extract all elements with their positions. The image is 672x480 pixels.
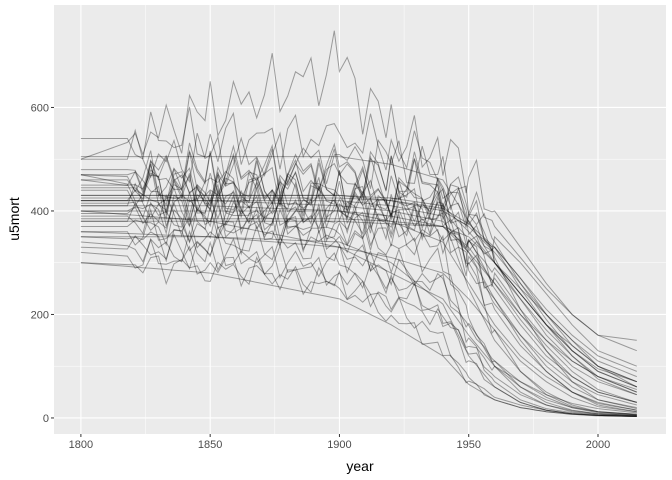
series-line bbox=[80, 128, 637, 388]
series-line bbox=[80, 194, 637, 383]
series-line bbox=[80, 207, 637, 417]
y-tick-label: 400 bbox=[31, 206, 49, 218]
series-line bbox=[80, 232, 637, 417]
series-line bbox=[80, 180, 637, 406]
series-line bbox=[80, 202, 637, 390]
series-line bbox=[80, 236, 637, 417]
series-line bbox=[80, 30, 637, 383]
y-tick-label: 0 bbox=[43, 413, 49, 425]
series-line bbox=[80, 229, 637, 416]
series-line bbox=[80, 186, 637, 403]
series-line bbox=[80, 218, 637, 403]
series-line bbox=[80, 142, 637, 341]
series-line bbox=[80, 210, 637, 393]
series-line bbox=[80, 197, 637, 383]
series-line bbox=[80, 157, 637, 367]
series-line bbox=[80, 179, 637, 396]
y-axis-ticks: 0 200 400 600 bbox=[31, 102, 54, 425]
series-line bbox=[80, 164, 637, 417]
x-axis-title: year bbox=[346, 458, 374, 474]
series-line bbox=[80, 224, 637, 416]
series-line bbox=[80, 160, 637, 415]
x-tick-label: 2000 bbox=[586, 439, 610, 451]
series-line bbox=[80, 231, 637, 413]
plot-panel bbox=[54, 5, 666, 434]
series-line bbox=[80, 255, 637, 414]
x-tick-label: 1950 bbox=[456, 439, 480, 451]
series-line bbox=[80, 192, 637, 409]
major-gridlines bbox=[54, 5, 666, 434]
x-tick-label: 1900 bbox=[327, 439, 351, 451]
series-line bbox=[80, 200, 637, 416]
series-line bbox=[80, 151, 637, 396]
series-line bbox=[80, 194, 638, 388]
series-line bbox=[80, 189, 637, 388]
series-line bbox=[80, 156, 637, 393]
x-axis-ticks: 1800 1850 1900 1950 2000 bbox=[69, 434, 610, 451]
y-axis-title: u5mort bbox=[6, 197, 22, 241]
series-line bbox=[80, 148, 637, 410]
y-tick-label: 200 bbox=[31, 309, 49, 321]
series-line bbox=[80, 238, 637, 417]
series-line bbox=[80, 197, 637, 417]
y-tick-label: 600 bbox=[31, 102, 49, 114]
series-line bbox=[80, 150, 637, 413]
minor-gridlines bbox=[54, 5, 666, 434]
x-tick-label: 1800 bbox=[69, 439, 93, 451]
series-line bbox=[80, 262, 637, 417]
series-lines bbox=[80, 30, 638, 417]
series-line bbox=[80, 200, 637, 411]
series-line bbox=[80, 220, 637, 378]
x-tick-label: 1850 bbox=[198, 439, 222, 451]
series-line bbox=[80, 174, 637, 372]
series-line bbox=[80, 210, 637, 415]
series-line bbox=[80, 163, 637, 403]
series-line bbox=[80, 167, 637, 416]
series-line bbox=[80, 205, 637, 411]
series-line bbox=[80, 106, 637, 352]
